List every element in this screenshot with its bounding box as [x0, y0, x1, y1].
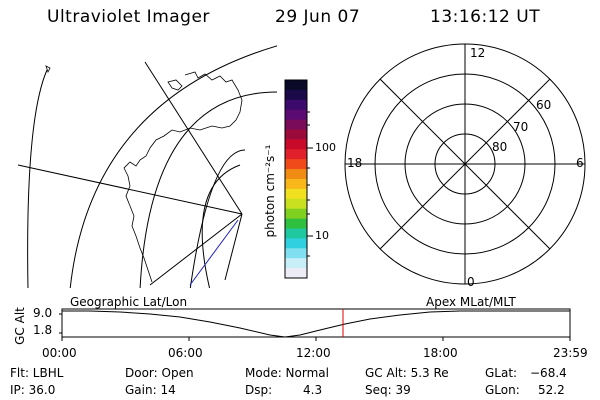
dsp-label: Dsp: — [245, 383, 273, 397]
colorbar-cell — [285, 89, 307, 101]
timeline-right-label: Apex MLat/MLT — [426, 295, 516, 309]
glat-value: −68.4 — [530, 366, 567, 380]
polar-diagonal-2 — [379, 78, 551, 250]
timeline-y-tick: 9.0 — [33, 306, 53, 320]
colorbar-cell — [285, 159, 307, 170]
colorbar-cell — [285, 208, 307, 220]
colorbar-cell — [285, 119, 307, 130]
door-readout: Door: Open — [125, 366, 194, 380]
colorbar-cell — [285, 99, 307, 111]
colorbar-cell — [285, 109, 307, 121]
instrument-title: Ultraviolet Imager — [47, 7, 210, 27]
timeline-x-tick: 06:00 — [168, 346, 203, 360]
altitude-curve — [62, 310, 570, 338]
seq-readout: Seq: 39 — [365, 383, 411, 397]
colorbar-cell — [285, 258, 307, 269]
colorbar-cell — [285, 228, 307, 239]
timeline-x-tick: 12:00 — [296, 346, 331, 360]
gain-readout: Gain: 14 — [125, 383, 176, 397]
colorbar-cell — [285, 149, 307, 160]
ip-readout: IP: 36.0 — [10, 383, 56, 397]
glon-value: 52.2 — [538, 383, 565, 397]
colorbar-cell — [285, 268, 307, 279]
glat-label: GLat: — [485, 366, 518, 380]
colorbar-tick-label: 10 — [315, 229, 329, 242]
polar-label-12: 12 — [470, 46, 486, 60]
observation-time: 13:16:12 UT — [430, 7, 541, 27]
colorbar-cell — [285, 80, 307, 91]
timeline-x-tick: 00:00 — [42, 346, 77, 360]
colorbar-cell — [285, 198, 307, 210]
colorbar-cell — [285, 248, 307, 259]
glon-label: GLon: — [485, 383, 520, 397]
colorbar-frame — [284, 79, 308, 279]
observation-date: 29 Jun 07 — [275, 7, 361, 27]
timeline-y-tick: 1.8 — [33, 323, 53, 337]
colorbar-cell — [285, 129, 307, 140]
colorbar-cell — [285, 139, 307, 150]
colorbar-cell — [285, 218, 307, 229]
polar-lat-label-80: 80 — [492, 140, 508, 154]
polar-label-6: 6 — [576, 156, 584, 170]
polar-lat-label-70: 70 — [513, 120, 529, 134]
timeline-x-tick: 18:00 — [423, 346, 458, 360]
colorbar-cell — [285, 188, 307, 200]
polar-lat-label-60: 60 — [536, 98, 552, 112]
colorbar-cell — [285, 179, 307, 190]
gc-alt-readout: GC Alt: 5.3 Re — [365, 366, 449, 380]
polar-label-18: 18 — [347, 156, 363, 170]
mode-readout: Mode: Normal — [245, 366, 329, 380]
polar-label-0: 0 — [467, 275, 475, 289]
colorbar-cell — [285, 238, 307, 249]
filter-readout: Flt: LBHL — [10, 366, 64, 380]
colorbar-cell — [285, 169, 307, 180]
timeline-left-label: Geographic Lat/Lon — [70, 295, 188, 309]
timeline-x-tick: 23:59 — [553, 346, 588, 360]
colorbar-tick-label: 100 — [315, 141, 336, 154]
dsp-value: 4.3 — [303, 383, 323, 397]
